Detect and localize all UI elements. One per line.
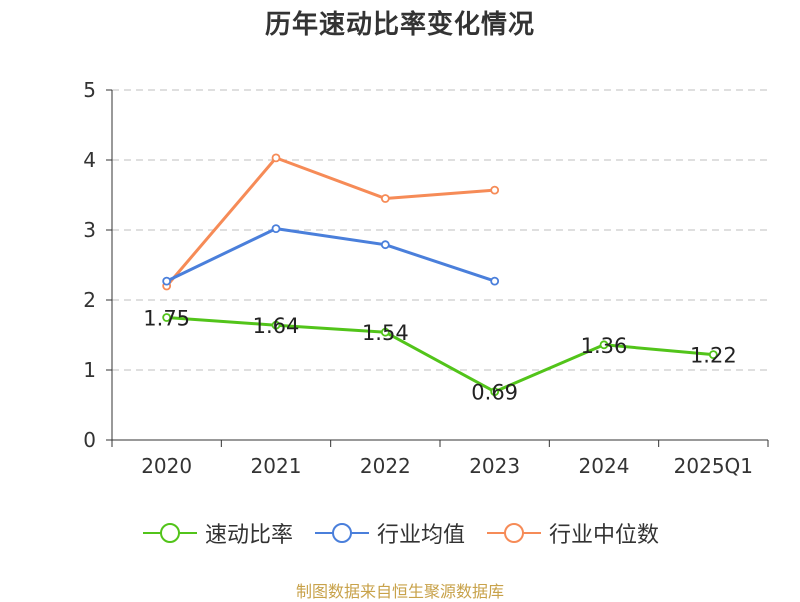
series-line-2 <box>166 227 496 283</box>
data-label: 1.36 <box>581 334 628 358</box>
data-label: 0.69 <box>471 381 518 405</box>
series-line-3 <box>165 156 495 287</box>
data-point <box>162 276 172 286</box>
data-point <box>380 240 390 250</box>
legend-item-3[interactable]: 行业中位数 <box>485 517 659 549</box>
y-tick-label: 5 <box>83 78 96 102</box>
legend: 速动比率 行业均值 行业中位数 <box>0 517 800 549</box>
y-tick-label: 0 <box>83 428 96 452</box>
grid-lines <box>112 89 768 371</box>
x-tick-label: 2023 <box>469 454 520 478</box>
x-tick-label: 2024 <box>579 454 630 478</box>
legend-marker <box>487 523 541 543</box>
legend-marker-circle <box>331 523 352 543</box>
y-tick-label: 2 <box>83 288 96 312</box>
legend-label: 行业中位数 <box>549 523 660 548</box>
data-point <box>271 320 281 330</box>
legend-item-2[interactable]: 行业均值 <box>313 517 465 549</box>
data-point <box>490 276 500 286</box>
y-tick-label: 4 <box>83 148 96 172</box>
y-tick-label: 3 <box>83 218 96 242</box>
legend-label: 行业均值 <box>376 523 465 548</box>
legend-marker-circle <box>159 523 180 543</box>
axes: 0 1 2 3 4 5 2020 2021 2022 2023 2024 2025Q1 <box>83 78 769 478</box>
legend-item-1[interactable]: 速动比率 <box>141 517 293 549</box>
chart-title: 历年速动比率变化情况 <box>264 10 535 40</box>
data-label: 1.75 <box>143 307 190 331</box>
legend-marker <box>142 523 197 543</box>
legend-marker-circle <box>504 523 524 543</box>
data-point <box>271 153 281 163</box>
data-point <box>599 340 609 350</box>
data-point <box>708 350 718 360</box>
series-line-1 <box>166 316 714 394</box>
x-tick-label: 2021 <box>251 454 302 478</box>
x-tick-label: 2022 <box>360 454 411 478</box>
data-point <box>271 224 281 234</box>
data-labels: 1.75 1.64 1.54 0.69 1.36 1.22 <box>143 307 736 405</box>
data-point <box>380 327 390 337</box>
source-note: 制图数据来自恒生聚源数据库 <box>295 582 504 601</box>
data-point <box>162 313 172 322</box>
series <box>162 153 718 397</box>
legend-label: 速动比率 <box>204 523 293 548</box>
data-label: 1.54 <box>362 321 409 345</box>
data-label: 1.64 <box>253 314 300 338</box>
y-tick-label: 1 <box>83 358 96 382</box>
data-point <box>380 194 390 203</box>
data-point <box>490 185 500 195</box>
x-tick-label: 2020 <box>141 454 192 478</box>
data-label: 1.22 <box>690 344 737 368</box>
legend-marker <box>314 523 369 543</box>
data-point <box>490 387 500 397</box>
x-tick-label: 2025Q1 <box>674 454 753 478</box>
